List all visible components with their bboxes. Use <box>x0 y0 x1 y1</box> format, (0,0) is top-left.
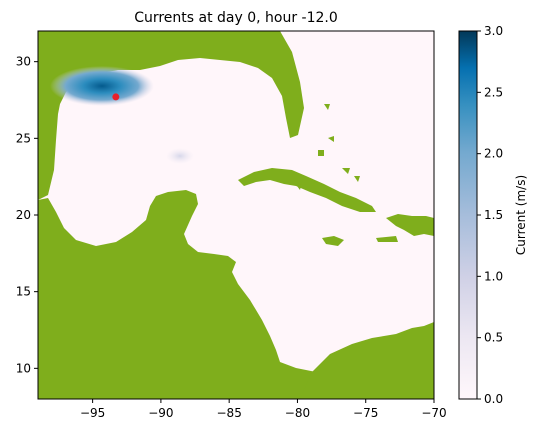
y-tick-label: 15 <box>16 285 31 299</box>
current-layer <box>50 66 194 164</box>
land-north-america <box>38 31 304 200</box>
land-bahamas <box>318 150 360 182</box>
chart-title: Currents at day 0, hour -12.0 <box>134 10 338 26</box>
land-south-america <box>300 322 434 399</box>
land-hispaniola <box>386 214 434 236</box>
y-tick-label: 20 <box>16 208 31 222</box>
land-mexico-central-america <box>38 190 322 399</box>
colorbar-tick-label: 3.0 <box>484 24 503 38</box>
y-tick-label: 10 <box>16 361 31 375</box>
x-tick-label: −75 <box>353 406 378 420</box>
land-jamaica <box>322 236 344 246</box>
x-tick-label: −95 <box>80 406 105 420</box>
x-tick-label: −80 <box>285 406 310 420</box>
x-tick-label: −85 <box>217 406 242 420</box>
land-layer <box>38 31 434 399</box>
x-axis: −95 −90 −85 −80 −75 −70 <box>80 399 447 420</box>
y-tick-label: 30 <box>16 55 31 69</box>
colorbar-ticks: 0.0 0.5 1.0 1.5 2.0 2.5 3.0 <box>477 24 503 406</box>
land-cuba <box>238 168 376 212</box>
strong-current-feature <box>50 66 154 106</box>
x-tick-label: −70 <box>421 406 446 420</box>
weak-eddy-feature <box>166 148 194 164</box>
colorbar-tick-label: 0.0 <box>484 392 503 406</box>
colorbar-tick-label: 0.5 <box>484 331 503 345</box>
x-tick-label: −90 <box>148 406 173 420</box>
colorbar-tick-label: 1.0 <box>484 269 503 283</box>
colorbar-tick-label: 1.5 <box>484 208 503 222</box>
map-plot-area <box>37 30 435 400</box>
colorbar: 0.0 0.5 1.0 1.5 2.0 2.5 3.0 Current (m/s) <box>458 24 528 406</box>
y-axis: 10 15 20 25 30 <box>16 55 38 375</box>
colorbar-tick-label: 2.5 <box>484 85 503 99</box>
colorbar-gradient <box>458 30 478 400</box>
colorbar-label: Current (m/s) <box>514 175 528 255</box>
location-marker <box>112 93 120 101</box>
colorbar-tick-label: 2.0 <box>484 147 503 161</box>
y-tick-label: 25 <box>16 131 31 145</box>
